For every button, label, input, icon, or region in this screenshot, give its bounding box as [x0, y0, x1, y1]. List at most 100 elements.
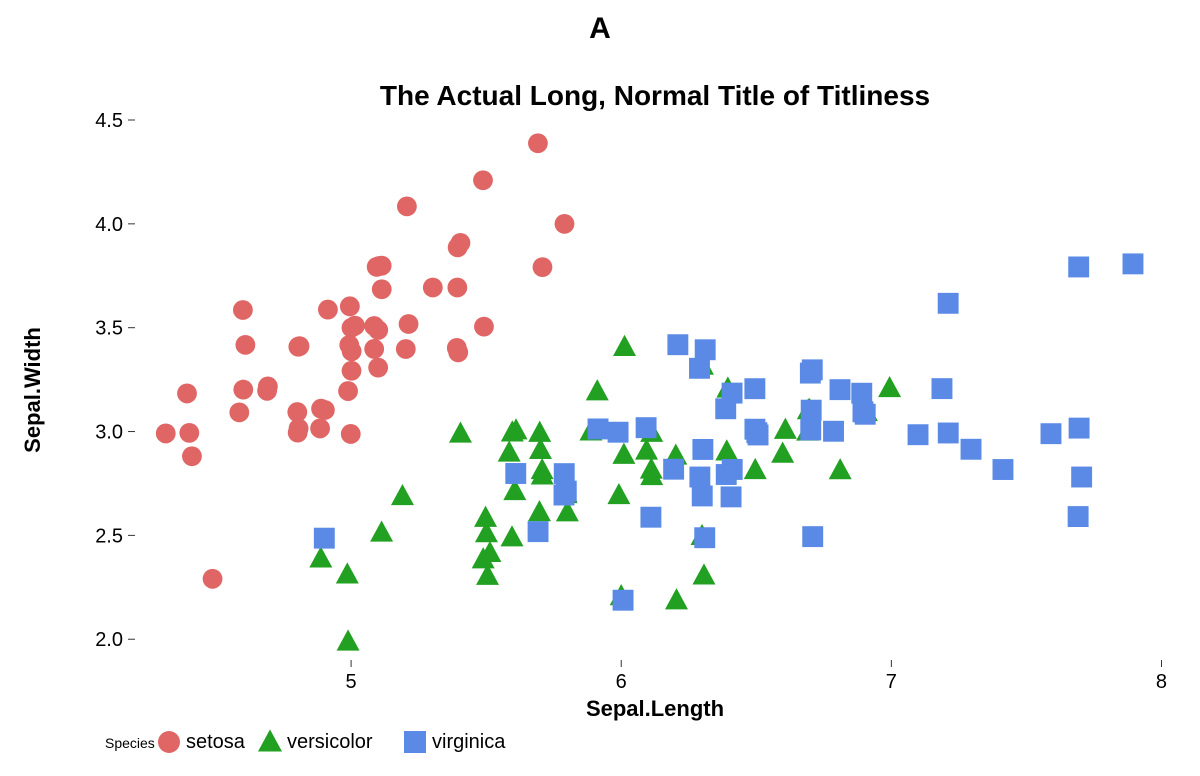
point-virginica — [938, 423, 959, 444]
point-setosa — [233, 300, 253, 320]
point-virginica — [851, 383, 872, 404]
point-virginica — [588, 418, 609, 439]
x-tick-label: 7 — [886, 671, 897, 693]
point-setosa — [451, 233, 471, 253]
point-setosa — [342, 341, 362, 361]
point-setosa — [288, 423, 308, 443]
point-virginica — [1041, 423, 1062, 444]
point-setosa — [288, 337, 308, 357]
point-virginica — [640, 507, 661, 528]
point-virginica — [528, 521, 549, 542]
point-setosa — [338, 381, 358, 401]
point-virginica — [855, 404, 876, 425]
point-virginica — [830, 379, 851, 400]
point-setosa — [235, 335, 255, 355]
point-setosa — [368, 358, 388, 378]
point-setosa — [397, 196, 417, 216]
y-tick-label: 3.5 — [95, 318, 123, 340]
point-setosa — [364, 339, 384, 359]
chart-title: The Actual Long, Normal Title of Titline… — [380, 80, 930, 111]
legend-marker-setosa — [158, 731, 180, 753]
x-tick-label: 8 — [1156, 671, 1167, 693]
point-setosa — [177, 384, 197, 404]
point-virginica — [692, 485, 713, 506]
point-virginica — [667, 334, 688, 355]
point-virginica — [716, 464, 737, 485]
point-setosa — [287, 402, 307, 422]
point-setosa — [182, 446, 202, 466]
point-virginica — [938, 293, 959, 314]
point-virginica — [908, 424, 929, 445]
point-setosa — [310, 419, 330, 439]
point-virginica — [694, 527, 715, 548]
point-virginica — [556, 481, 577, 502]
y-tick-label: 4.0 — [95, 214, 123, 236]
point-setosa — [396, 339, 416, 359]
point-virginica — [608, 422, 629, 443]
x-axis-label: Sepal.Length — [586, 696, 724, 721]
point-virginica — [1069, 418, 1090, 439]
point-virginica — [636, 417, 657, 438]
point-setosa — [342, 361, 362, 381]
point-setosa — [555, 214, 575, 234]
point-virginica — [823, 421, 844, 442]
y-tick-label: 4.5 — [95, 110, 123, 132]
point-virginica — [1068, 257, 1089, 278]
point-virginica — [802, 359, 823, 380]
point-setosa — [399, 314, 419, 334]
point-virginica — [1068, 506, 1089, 527]
legend-marker-virginica — [404, 731, 426, 753]
point-virginica — [663, 459, 684, 480]
point-virginica — [1123, 253, 1144, 274]
point-setosa — [318, 300, 338, 320]
chart-container: A The Actual Long, Normal Title of Titlin… — [0, 0, 1200, 776]
chart-tag: A — [589, 12, 611, 45]
point-setosa — [473, 170, 493, 190]
point-setosa — [528, 133, 548, 153]
x-tick-label: 6 — [616, 671, 627, 693]
point-virginica — [715, 398, 736, 419]
point-virginica — [932, 378, 953, 399]
x-tick-label: 5 — [346, 671, 357, 693]
point-setosa — [447, 278, 467, 298]
point-setosa — [179, 423, 199, 443]
point-setosa — [369, 256, 389, 276]
point-setosa — [229, 403, 249, 423]
legend-title: Species — [105, 735, 155, 751]
y-axis-label: Sepal.Width — [20, 327, 45, 453]
scatter-chart: A The Actual Long, Normal Title of Titlin… — [0, 0, 1200, 776]
point-setosa — [533, 257, 553, 277]
point-setosa — [311, 399, 331, 419]
point-virginica — [800, 420, 821, 441]
y-tick-label: 3.0 — [95, 422, 123, 444]
point-setosa — [423, 278, 443, 298]
point-virginica — [689, 358, 710, 379]
point-setosa — [342, 318, 362, 338]
point-virginica — [505, 463, 526, 484]
point-setosa — [203, 569, 223, 589]
point-setosa — [372, 279, 392, 299]
legend-label-virginica: virginica — [432, 731, 506, 753]
y-tick-label: 2.0 — [95, 629, 123, 651]
point-setosa — [474, 317, 494, 337]
point-virginica — [1071, 467, 1092, 488]
y-tick-label: 2.5 — [95, 525, 123, 547]
point-virginica — [801, 400, 822, 421]
point-virginica — [748, 425, 769, 446]
point-setosa — [156, 424, 176, 444]
point-virginica — [993, 459, 1014, 480]
point-setosa — [341, 424, 361, 444]
point-virginica — [961, 439, 982, 460]
point-virginica — [613, 590, 634, 611]
point-virginica — [695, 339, 716, 360]
point-setosa — [364, 316, 384, 336]
legend-label-versicolor: versicolor — [287, 731, 373, 753]
point-setosa — [340, 296, 360, 316]
legend-label-setosa: setosa — [186, 731, 246, 753]
point-setosa — [257, 381, 277, 401]
point-virginica — [802, 526, 823, 547]
point-virginica — [314, 528, 335, 549]
point-setosa — [233, 380, 253, 400]
point-virginica — [721, 486, 742, 507]
point-virginica — [744, 378, 765, 399]
